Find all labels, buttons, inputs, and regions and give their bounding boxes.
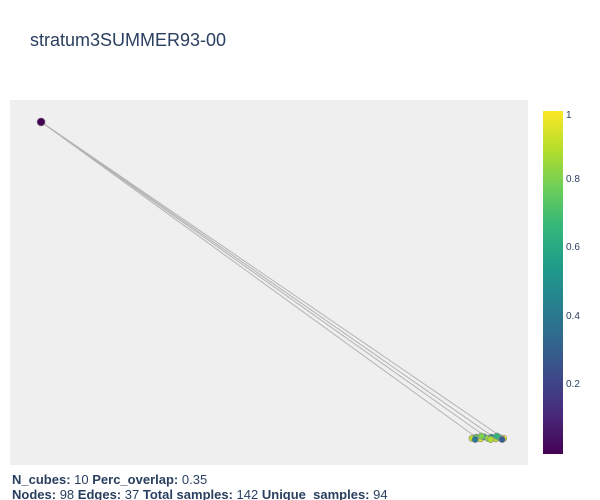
edges-layer xyxy=(40,121,504,440)
chart-title: stratum3SUMMER93-00 xyxy=(30,30,227,50)
colorbar-tick-label: 0.8 xyxy=(566,173,580,185)
n-cubes-label: N_cubes: xyxy=(12,472,71,487)
total-samples-value: 142 xyxy=(236,487,259,500)
unique-samples-label: Unique_samples: xyxy=(261,487,370,500)
graph-node[interactable] xyxy=(498,435,506,443)
footer-line-1: N_cubes: 10 Perc_overlap: 0.35 xyxy=(12,472,592,487)
colorbar-tick-label: 0.4 xyxy=(566,310,580,322)
graph-stats-footer: N_cubes: 10 Perc_overlap: 0.35 Nodes: 98… xyxy=(12,472,592,500)
graph-node[interactable] xyxy=(471,435,479,443)
n-cubes-value: 10 xyxy=(74,472,89,487)
colorbar-tick-label: 0.6 xyxy=(566,242,580,254)
graph-node[interactable] xyxy=(477,432,485,440)
nodes-layer[interactable] xyxy=(36,117,508,443)
nodes-value: 98 xyxy=(59,487,75,500)
colorbar xyxy=(543,111,563,454)
graph-node[interactable] xyxy=(493,432,501,440)
unique-samples-value: 94 xyxy=(373,487,388,500)
footer-line-2: Nodes: 98 Edges: 37 Total samples: 142 U… xyxy=(12,487,592,500)
perc-overlap-value: 0.35 xyxy=(181,472,208,487)
edges-label: Edges: xyxy=(77,487,122,500)
colorbar-tick-label: 1 xyxy=(566,110,572,121)
colorbar-ticks: 1 0.8 0.6 0.4 0.2 xyxy=(566,111,596,454)
colorbar-gradient xyxy=(543,111,563,454)
graph-node[interactable] xyxy=(487,435,495,443)
colorbar-tick-label: 0.2 xyxy=(566,379,580,391)
graph-edge xyxy=(40,121,489,439)
edges-value: 37 xyxy=(124,487,140,500)
graph-edge xyxy=(40,121,477,438)
graph-edge xyxy=(40,121,504,439)
graph-node[interactable] xyxy=(36,117,46,127)
total-samples-label: Total samples: xyxy=(142,487,233,500)
perc-overlap-label: Perc_overlap: xyxy=(92,472,179,487)
network-graph[interactable] xyxy=(10,100,528,465)
graph-edge xyxy=(40,121,497,440)
plot-area[interactable] xyxy=(10,100,528,465)
nodes-label: Nodes: xyxy=(12,487,57,500)
